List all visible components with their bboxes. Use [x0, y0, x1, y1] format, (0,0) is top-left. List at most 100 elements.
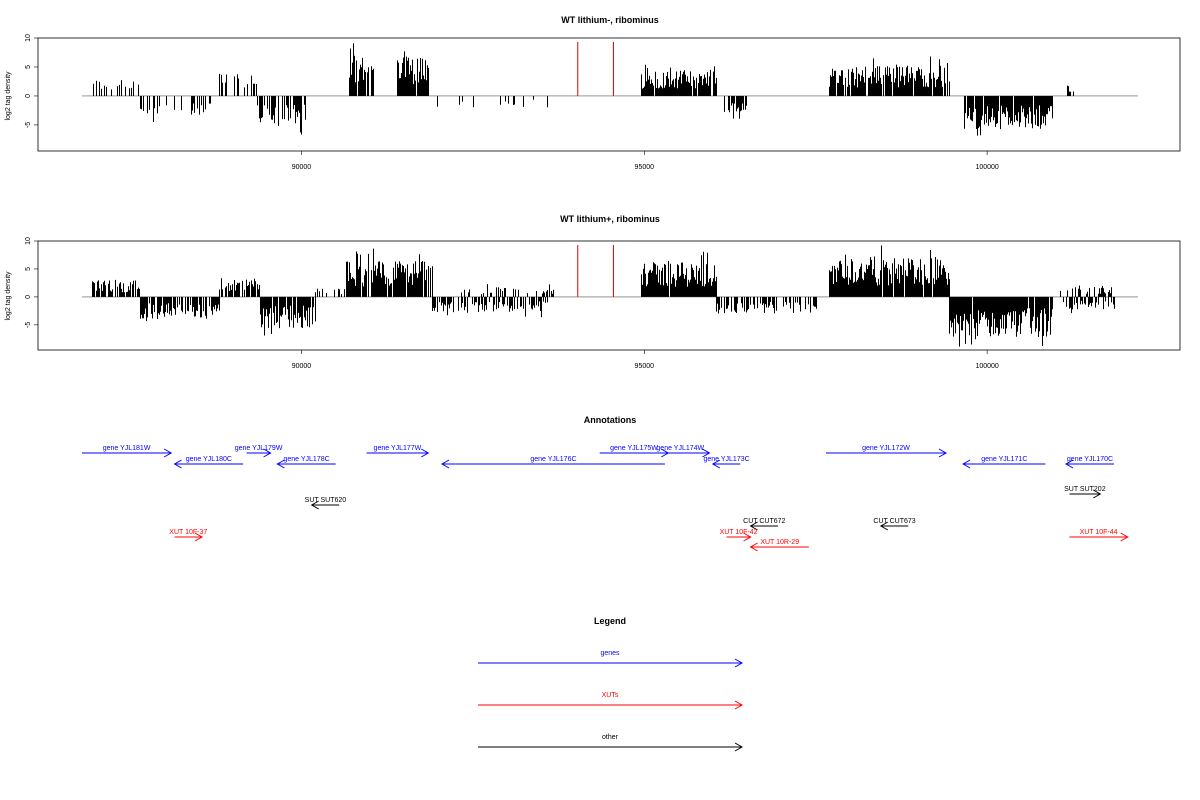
- x-tick-label: 95000: [635, 164, 655, 171]
- annotation-feature: CUT CUT673: [873, 518, 916, 531]
- y-axis-label: log2 tag density: [5, 271, 12, 321]
- annotation-feature: gene YJL176C: [440, 456, 665, 469]
- coverage-bars: [82, 43, 1138, 136]
- y-tick-label: 10: [25, 237, 32, 245]
- y-tick-label: -5: [25, 322, 32, 328]
- coverage-bar-group: [219, 73, 257, 96]
- annotation-feature: XUT 10R-29: [749, 539, 809, 552]
- coverage-panel-lithium-plus: WT lithium+, ribominus log2 tag density …: [5, 214, 1181, 370]
- annotation-feature: SUT SUT202: [1064, 486, 1106, 499]
- marker-lines: [577, 42, 614, 96]
- feature-arrow-head: [263, 448, 272, 458]
- legend-label: XUTs: [602, 692, 619, 699]
- feature-label: gene YJL171C: [981, 456, 1027, 463]
- coverage-bar-group: [257, 95, 306, 135]
- coverage-bar-group: [349, 43, 374, 96]
- feature-label: SUT SUT202: [1064, 486, 1106, 493]
- coverage-bar-group: [724, 95, 747, 119]
- annotation-feature: gene YJL178C: [276, 456, 336, 469]
- x-tick-label: 95000: [635, 363, 655, 370]
- feature-label: gene YJL170C: [1067, 456, 1113, 463]
- feature-label: gene YJL175W: [610, 445, 658, 452]
- feature-label: gene YJL177W: [374, 445, 422, 452]
- coverage-bar-group: [437, 95, 548, 108]
- plot-frame: [37, 37, 1181, 152]
- legend-arrow-head: [734, 742, 744, 752]
- x-tick-label: 90000: [292, 363, 312, 370]
- feature-arrow-head: [749, 542, 758, 552]
- x-tick-label: 100000: [975, 164, 998, 171]
- feature-label: gene YJL172W: [862, 445, 910, 452]
- legend-title: Legend: [594, 616, 626, 626]
- plot-frame: [37, 240, 1181, 351]
- panel-title: WT lithium+, ribominus: [560, 214, 660, 224]
- coverage-bar-group: [346, 248, 433, 297]
- feature-arrow-head: [702, 448, 711, 458]
- x-tick-label: 90000: [292, 164, 312, 171]
- feature-arrow-head: [440, 459, 450, 469]
- annotation-feature: gene YJL172W: [826, 445, 948, 458]
- y-tick-label: -5: [25, 122, 32, 128]
- legend-arrow-head: [734, 700, 744, 710]
- x-tick-label: 100000: [975, 363, 998, 370]
- coverage-bar-group: [432, 296, 548, 318]
- coverage-bar-group: [260, 296, 316, 336]
- coverage-bar-group: [140, 95, 211, 122]
- coverage-bar-group: [315, 288, 345, 297]
- coverage-bar-group: [829, 56, 950, 96]
- annotation-feature: gene YJL180C: [173, 456, 244, 469]
- feature-arrow-head: [276, 459, 285, 469]
- legend-label: genes: [600, 650, 620, 657]
- feature-arrow-head: [749, 521, 758, 531]
- legend: Legend genes XUTs other: [478, 616, 744, 752]
- annotation-feature: gene YJL179W: [235, 445, 283, 458]
- feature-arrow-head: [173, 459, 182, 469]
- coverage-bar-group: [641, 251, 717, 297]
- feature-arrow-head: [421, 448, 430, 458]
- feature-arrow-head: [310, 500, 319, 510]
- coverage-bar-group: [397, 51, 429, 96]
- coverage-bar-group: [829, 245, 950, 297]
- feature-arrow-head: [938, 448, 948, 458]
- y-tick-label: 10: [25, 34, 32, 42]
- legend-label: other: [602, 734, 619, 741]
- feature-arrow-head: [1093, 489, 1102, 499]
- coverage-bar-group: [949, 296, 1053, 347]
- feature-label: gene YJL173C: [703, 456, 749, 463]
- coverage-bar-group: [92, 279, 140, 297]
- feature-arrow-head: [879, 521, 889, 531]
- y-axis-label: log2 tag density: [5, 71, 12, 121]
- panel-title: WT lithium-, ribominus: [561, 15, 659, 25]
- coverage-bar-group: [140, 296, 220, 322]
- coverage-bar-group: [1067, 85, 1074, 96]
- legend-entry-genes: genes: [478, 650, 744, 668]
- feature-label: gene YJL174W: [656, 445, 704, 452]
- coverage-bar-group: [461, 284, 554, 297]
- annotation-feature: XUT 10F-42: [720, 529, 758, 542]
- annotation-feature: gene YJL181W: [82, 445, 173, 458]
- coverage-bar-group: [93, 80, 139, 96]
- coverage-bar-group: [1063, 296, 1115, 314]
- coverage-bar-group: [964, 95, 1053, 136]
- marker-lines: [577, 245, 614, 297]
- annotation-feature: CUT CUT672: [743, 518, 786, 531]
- feature-label: gene YJL179W: [235, 445, 283, 452]
- feature-arrow-head: [1064, 459, 1074, 469]
- coverage-bar-group: [716, 296, 817, 314]
- feature-label: XUT 10F-37: [169, 529, 207, 536]
- annotations-title: Annotations: [584, 415, 637, 425]
- x-axis: 90000 95000 100000: [292, 350, 999, 370]
- coverage-bars: [82, 245, 1138, 347]
- coverage-panel-lithium-minus: WT lithium-, ribominus log2 tag density …: [5, 15, 1181, 171]
- y-tick-label: 5: [25, 267, 32, 271]
- feature-arrow-head: [163, 448, 173, 458]
- coverage-bar-group: [1060, 285, 1112, 297]
- feature-label: gene YJL176C: [530, 456, 576, 463]
- feature-arrow-head: [743, 532, 752, 542]
- coverage-bar-group: [219, 278, 260, 297]
- feature-arrow-head: [194, 532, 204, 542]
- legend-entry-xuts: XUTs: [478, 692, 744, 710]
- feature-arrow-head: [1120, 532, 1129, 542]
- y-axis: -5 0 5 10: [25, 237, 38, 328]
